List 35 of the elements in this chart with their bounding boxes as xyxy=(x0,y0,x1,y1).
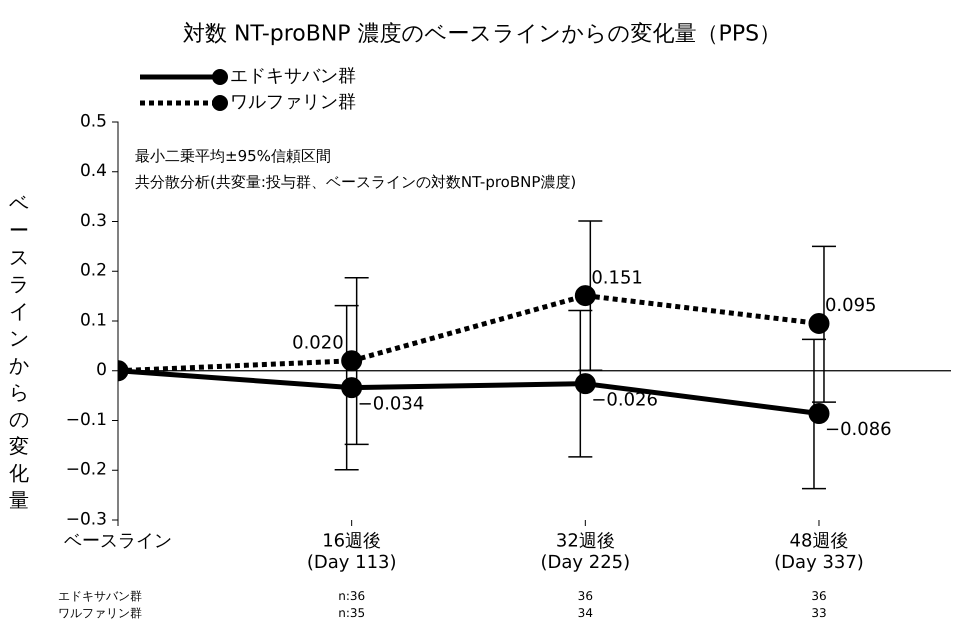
legend-label: エドキサバン群 xyxy=(230,66,356,87)
text: 34 xyxy=(578,606,593,620)
text: ベースラインからの変化量 xyxy=(9,191,29,512)
y-tick-label: −0.3 xyxy=(66,509,107,530)
text: エドキサバン群 xyxy=(58,589,142,604)
y-tick-label: 0.5 xyxy=(80,111,107,132)
y-tick-label: 0.2 xyxy=(80,260,107,281)
data-label: 0.095 xyxy=(824,295,877,316)
text: 33 xyxy=(811,606,827,620)
text: n:36 xyxy=(338,589,366,604)
x-tick-label: 48週後 (Day 337) xyxy=(774,530,864,574)
text: n:35 xyxy=(338,606,366,620)
x-tick-label: ベースライン xyxy=(64,530,172,552)
point xyxy=(808,312,830,334)
data-label: 0.020 xyxy=(292,332,344,354)
y-tick-label: 0.3 xyxy=(80,210,107,231)
text: 36 xyxy=(578,589,593,604)
data-label: 0.151 xyxy=(591,267,643,288)
y-tick-label: −0.2 xyxy=(66,460,107,480)
text: ワルファリン群 xyxy=(58,606,142,620)
point xyxy=(574,285,596,306)
annotation: 共分散分析(共変量:投与群、ベースラインの対数NT-proBNP濃度) xyxy=(135,172,576,191)
x-tick-label: 32週後 (Day 225) xyxy=(540,530,630,574)
y-tick-label: 0.4 xyxy=(80,161,107,182)
y-tick-label: 0.1 xyxy=(80,310,107,330)
annotation: 最小二乗平均±95%信頼区間 xyxy=(135,146,331,165)
y-tick-label: −0.1 xyxy=(66,410,107,430)
x-tick-label: 16週後 (Day 113) xyxy=(306,530,396,574)
data-label: −0.086 xyxy=(824,419,892,440)
legend-label: ワルファリン群 xyxy=(230,92,356,113)
chart-title: 対数 NT-proBNP 濃度のベースラインからの変化量（PPS） xyxy=(182,22,782,47)
point xyxy=(341,350,362,372)
y-tick-label: 0 xyxy=(96,360,107,380)
text: 36 xyxy=(811,589,827,604)
data-label: −0.034 xyxy=(358,393,424,414)
